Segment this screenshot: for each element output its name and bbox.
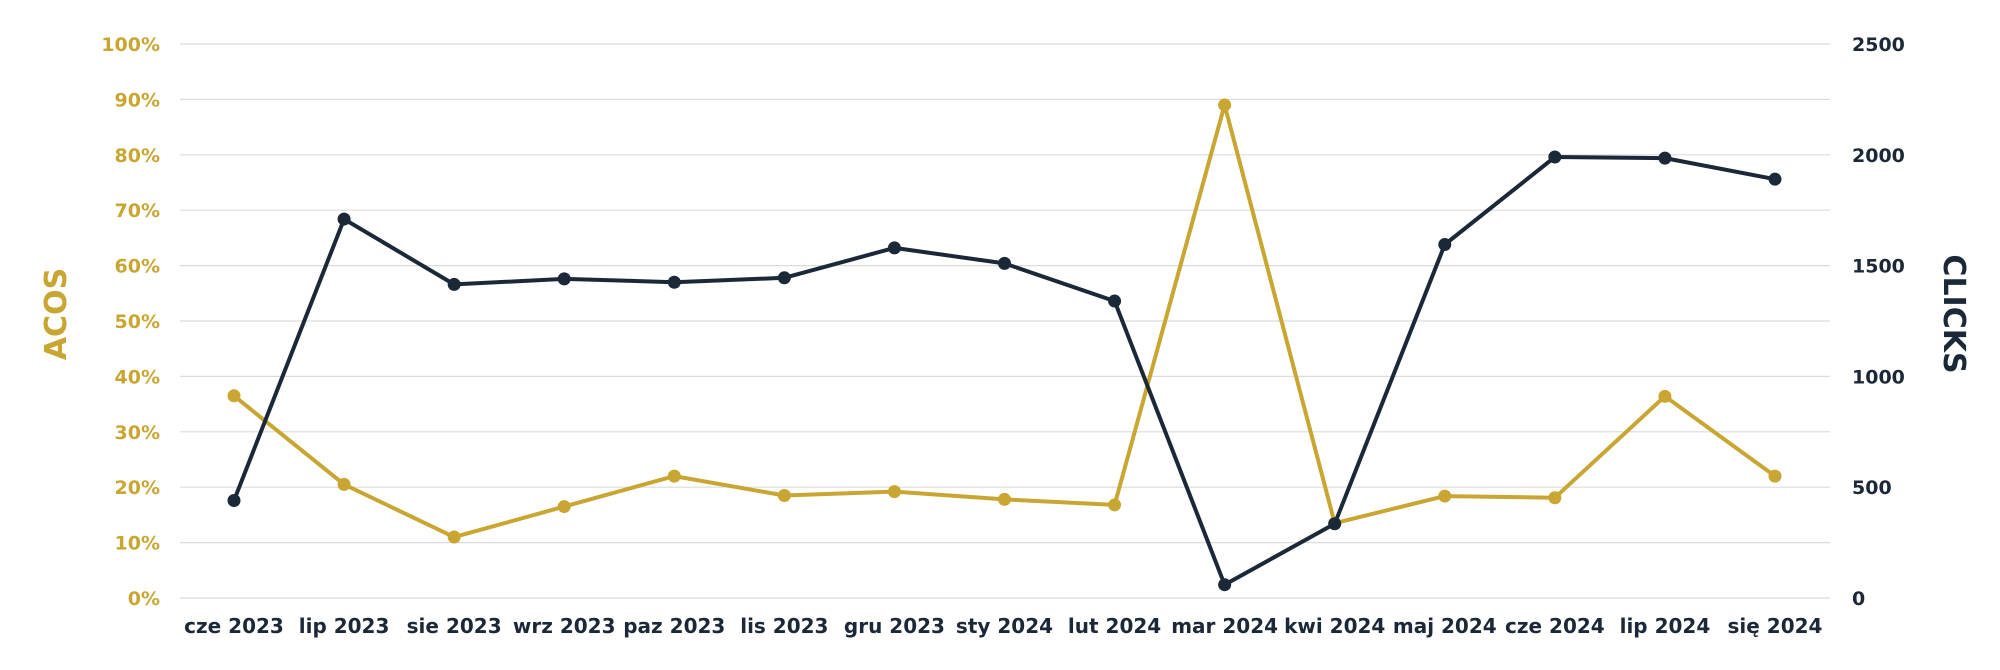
right-tick-label: 2000	[1852, 145, 1905, 167]
x-tick-label: lip 2023	[299, 614, 390, 638]
x-tick-label: cze 2023	[184, 614, 284, 638]
acos-point	[667, 469, 681, 483]
acos-point	[1658, 389, 1672, 403]
clicks-point	[337, 212, 351, 226]
left-axis-title: ACOS	[39, 268, 74, 360]
clicks-point	[1218, 578, 1232, 592]
left-tick-label: 80%	[115, 145, 160, 167]
acos-point	[1548, 491, 1562, 505]
acos-point	[1768, 469, 1782, 483]
clicks-point	[1548, 150, 1562, 164]
clicks-series-line	[232, 155, 1776, 587]
clicks-point	[998, 256, 1011, 270]
left-tick-label: 100%	[101, 34, 160, 56]
x-tick-label: cze 2024	[1505, 614, 1605, 638]
series-layer	[227, 98, 1782, 592]
left-tick-label: 0%	[128, 588, 160, 610]
left-tick-label: 40%	[115, 366, 160, 388]
clicks-point	[667, 275, 681, 289]
left-tick-label: 10%	[115, 533, 160, 555]
acos-point	[998, 492, 1011, 506]
clicks-point	[227, 493, 241, 507]
acos-point	[337, 477, 351, 491]
clicks-point	[557, 272, 571, 286]
clicks-point	[1328, 517, 1342, 531]
acos-point	[1438, 489, 1452, 503]
left-tick-label: 90%	[115, 89, 160, 111]
left-tick-label: 20%	[115, 477, 160, 499]
clicks-point	[777, 271, 791, 285]
x-tick-label: wrz 2023	[513, 614, 616, 638]
acos-point	[777, 489, 791, 503]
left-tick-label: 70%	[115, 200, 160, 222]
clicks-point	[887, 241, 901, 255]
x-tick-label: lis 2023	[740, 614, 828, 638]
right-axis-title: CLICKS	[1936, 254, 1971, 373]
acos-point	[1218, 98, 1232, 112]
clicks-point	[1768, 172, 1782, 186]
right-axis-ticks: 0 500 1000 1500 2000 2500	[1852, 34, 1905, 610]
right-tick-label: 1500	[1852, 256, 1905, 278]
x-tick-label: sie 2023	[407, 614, 502, 638]
x-axis-ticks: cze 2023 lip 2023 sie 2023 wrz 2023 paz 2023…	[184, 614, 1822, 638]
acos-point	[887, 485, 901, 499]
acos-point	[557, 500, 571, 514]
right-tick-label: 0	[1852, 588, 1865, 610]
x-tick-label: kwi 2024	[1284, 614, 1385, 638]
x-tick-label: sty 2024	[956, 614, 1053, 638]
acos-point	[227, 389, 241, 403]
x-tick-label: mar 2024	[1171, 614, 1278, 638]
x-tick-label: lip 2024	[1620, 614, 1711, 638]
clicks-point	[447, 277, 461, 291]
x-tick-label: maj 2024	[1393, 614, 1497, 638]
left-tick-label: 60%	[115, 256, 160, 278]
x-tick-label: się 2024	[1728, 614, 1823, 638]
gridlines	[180, 43, 1830, 599]
acos-point	[447, 530, 461, 544]
clicks-point	[1438, 238, 1452, 252]
x-tick-label: lut 2024	[1068, 614, 1161, 638]
clicks-point	[1658, 151, 1672, 165]
left-tick-label: 50%	[115, 311, 160, 333]
left-axis-ticks: 0% 10% 20% 30% 40% 50% 60% 70% 80% 90% 100%	[101, 34, 160, 610]
acos-point	[1108, 498, 1122, 512]
clicks-point	[1108, 294, 1122, 308]
left-tick-label: 30%	[115, 422, 160, 444]
right-tick-label: 2500	[1852, 34, 1905, 56]
right-tick-label: 500	[1852, 477, 1892, 499]
right-tick-label: 1000	[1852, 366, 1905, 388]
x-tick-label: paz 2023	[623, 614, 725, 638]
x-tick-label: gru 2023	[844, 614, 945, 638]
